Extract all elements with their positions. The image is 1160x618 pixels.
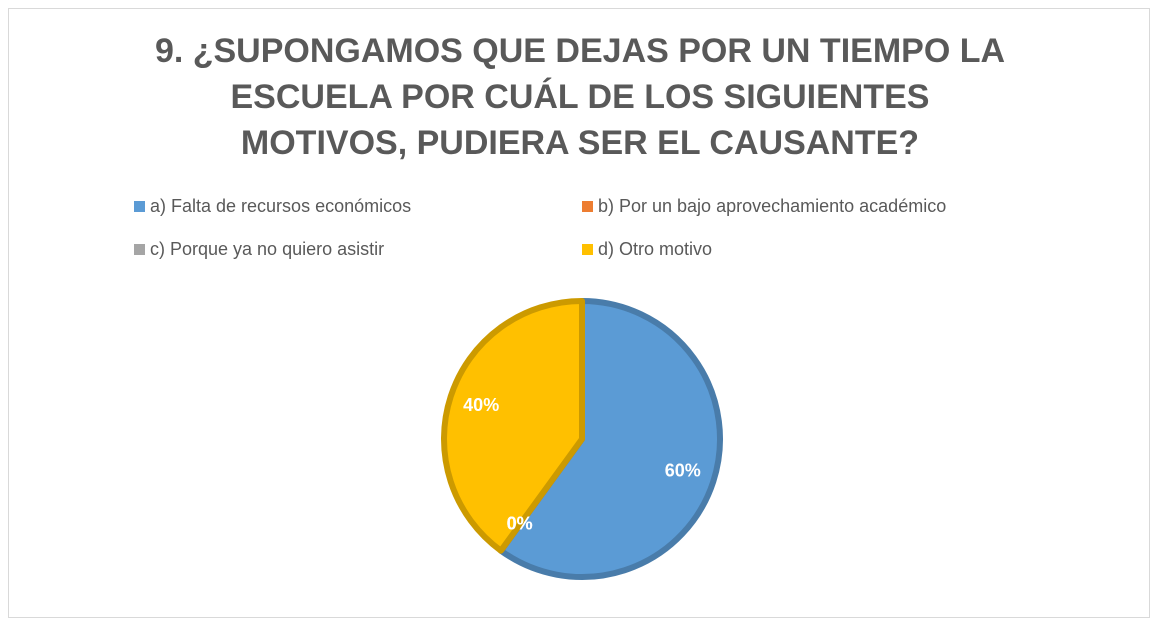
data-label: 40% (463, 395, 499, 415)
legend-item: d) Otro motivo (582, 239, 712, 260)
legend-swatch (582, 244, 593, 255)
legend-label: c) Porque ya no quiero asistir (150, 239, 385, 259)
legend-swatch (134, 244, 145, 255)
legend-label: a) Falta de recursos económicos (150, 196, 412, 216)
pie-slice (441, 298, 585, 554)
data-label: 0% (507, 514, 533, 534)
legend-swatch (134, 201, 145, 212)
chart-title: 9. ¿SUPONGAMOS QUE DEJAS POR UN TIEMPO L… (154, 32, 1006, 162)
data-label: 0% (507, 514, 533, 534)
data-label: 60% (665, 461, 701, 481)
legend-label: d) Otro motivo (598, 239, 713, 259)
legend-item: b) Por un bajo aprovechamiento académico (582, 196, 946, 217)
legend-item: a) Falta de recursos económicos (134, 196, 411, 217)
pie-slice (497, 298, 723, 580)
legend-label: b) Por un bajo aprovechamiento académico (598, 196, 947, 216)
legend-swatch (582, 201, 593, 212)
legend-item: c) Porque ya no quiero asistir (134, 239, 384, 260)
